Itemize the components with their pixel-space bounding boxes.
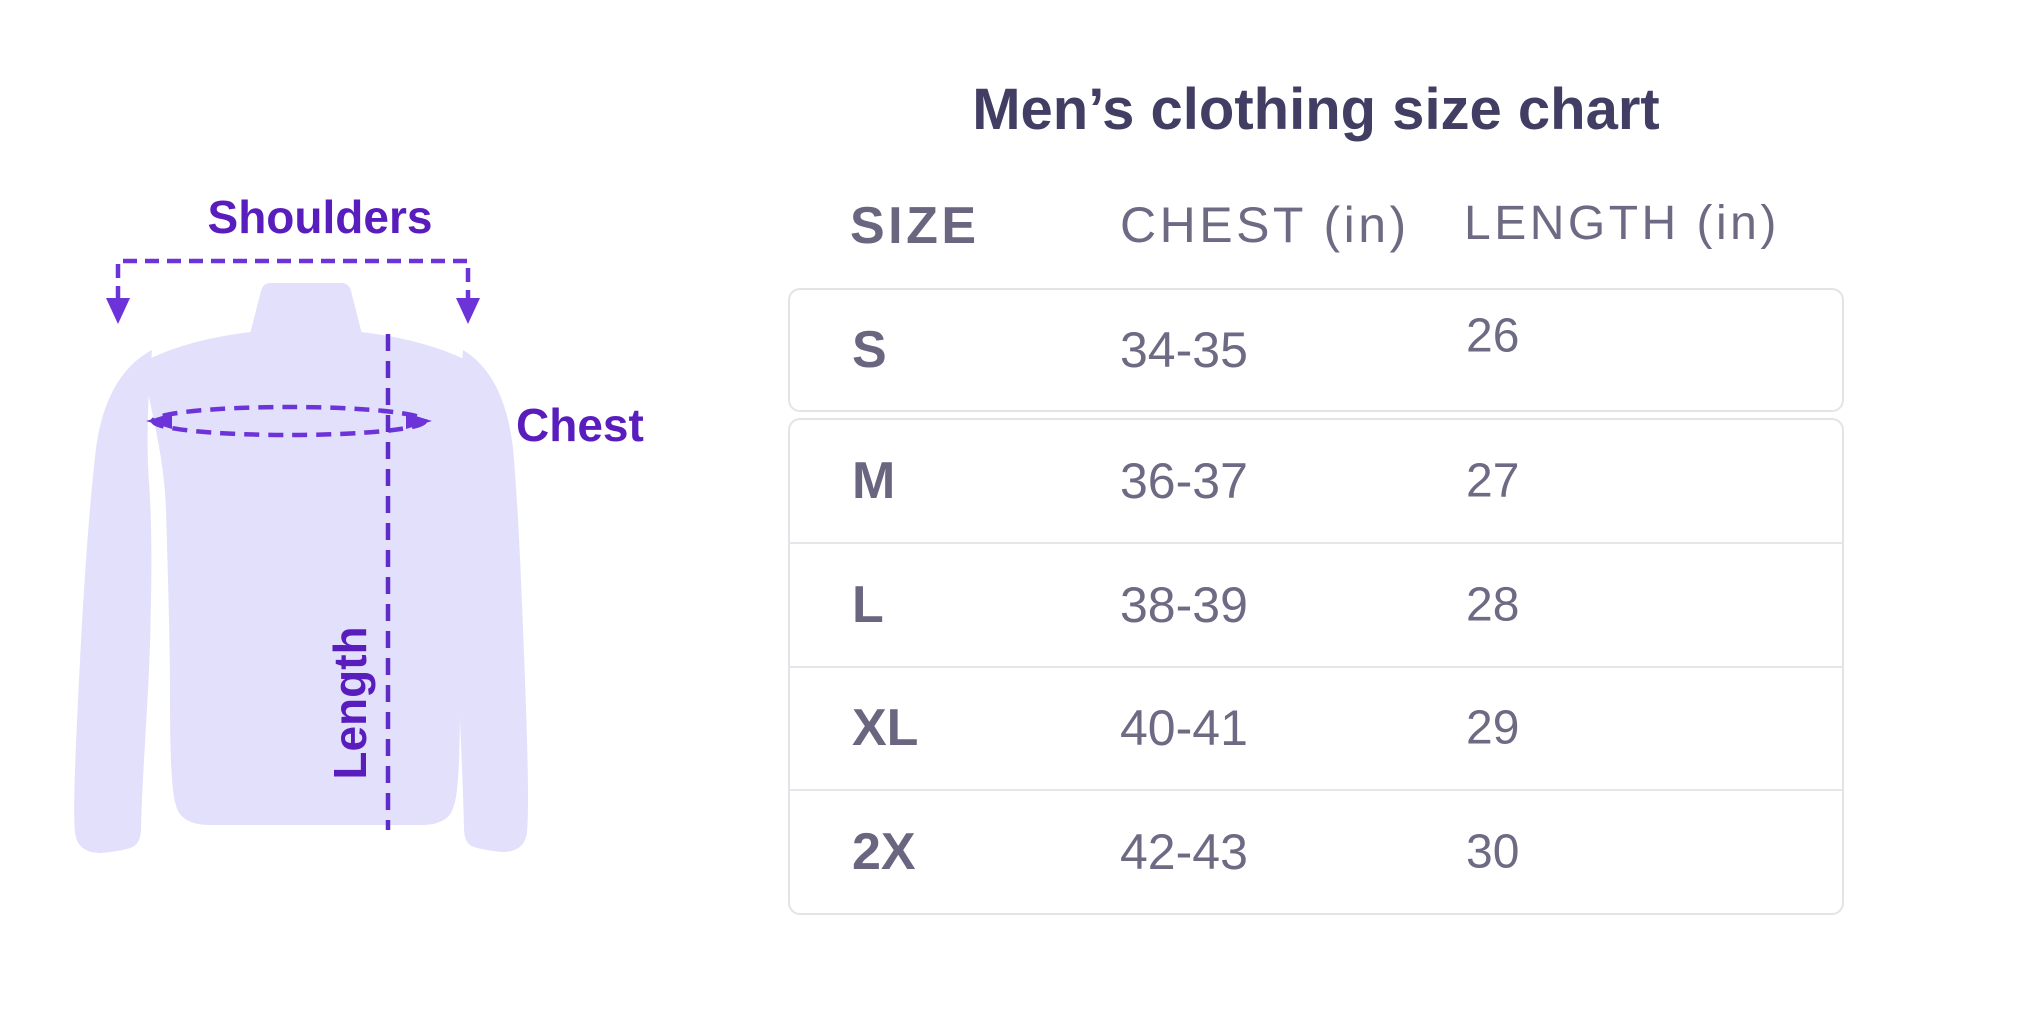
chest-arrow-right-icon: [406, 413, 432, 429]
size-value: 2X: [852, 823, 916, 882]
shirt-right-sleeve: [455, 350, 529, 852]
shoulders-label: Shoulders: [207, 191, 433, 243]
length-value: 27: [1466, 454, 1520, 508]
table-section-top: S 34-35 26: [788, 288, 1844, 412]
chest-arrow-left-icon: [146, 413, 172, 429]
chest-value: 34-35: [1120, 322, 1248, 378]
table-row: XL 40-41 29: [790, 665, 1842, 790]
chest-value: 40-41: [1120, 700, 1248, 757]
size-value: L: [852, 575, 884, 634]
chest-label: Chest: [516, 399, 644, 451]
shirt-collar: [250, 283, 362, 334]
length-value: 29: [1466, 701, 1520, 755]
length-value: 26: [1466, 309, 1520, 363]
table-row: L 38-39 28: [790, 541, 1842, 666]
shoulders-arrow-left-icon: [106, 298, 130, 324]
shoulders-measure-line: [115, 258, 471, 300]
size-value: M: [852, 451, 896, 510]
size-value: S: [852, 321, 887, 379]
table-row: M 36-37 27: [790, 420, 1842, 542]
size-value: XL: [852, 699, 919, 758]
chest-value: 42-43: [1120, 824, 1248, 881]
chest-value: 36-37: [1120, 452, 1248, 509]
shoulders-arrow-right-icon: [456, 298, 480, 324]
column-header-length: LENGTH (in): [1464, 197, 1780, 250]
page-title: Men’s clothing size chart: [972, 77, 1660, 142]
length-value: 30: [1466, 825, 1520, 879]
table-header-row: SIZE CHEST (in) LENGTH (in): [788, 196, 1844, 255]
length-value: 28: [1466, 578, 1520, 632]
table-section-bottom: M 36-37 27 L 38-39 28 XL 40-41 29 2X 42-…: [788, 418, 1844, 915]
table-row: 2X 42-43 30: [790, 789, 1842, 913]
shirt-measurement-diagram: Shoulders Chest Length: [0, 0, 700, 1020]
table-row: S 34-35 26: [790, 290, 1842, 410]
column-header-size: SIZE: [850, 197, 980, 255]
shirt-left-sleeve: [74, 350, 152, 853]
shirt-body: [143, 329, 472, 825]
length-label: Length: [324, 626, 376, 780]
column-header-chest: CHEST (in): [1120, 197, 1410, 253]
chest-value: 38-39: [1120, 576, 1248, 633]
shirt-illustration: [74, 258, 529, 853]
